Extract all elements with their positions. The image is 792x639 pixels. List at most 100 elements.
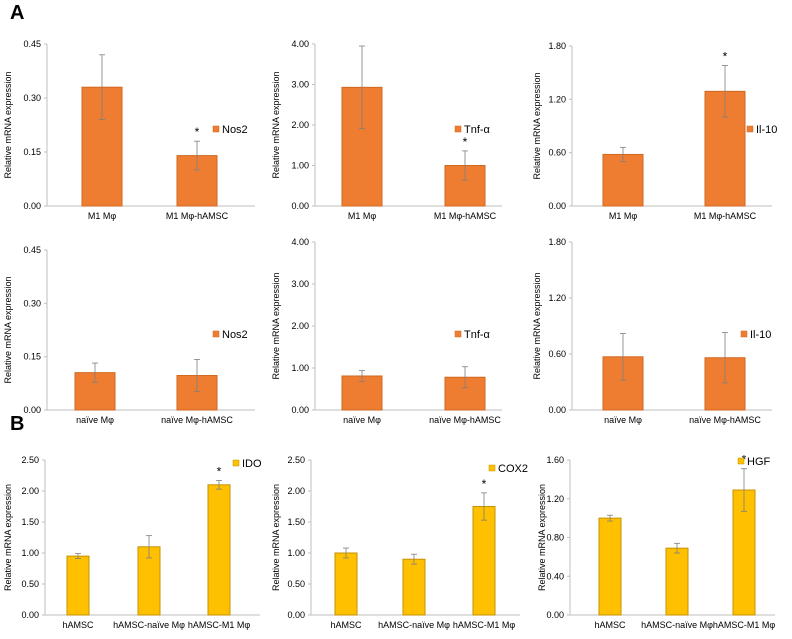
category-label: naïve Mφ-hAMSC [161,415,233,425]
y-tick-label: 0.45 [23,245,41,255]
y-tick-label: 0.00 [548,201,566,211]
category-label: M1 Mφ [609,211,638,221]
category-label: naïve Mφ [343,415,381,425]
legend-label: Nos2 [222,124,248,136]
y-tick-label: 0.15 [23,147,41,157]
category-label: hAMSC-naïve Mφ [113,620,185,630]
bar [602,153,644,207]
y-axis-title: Relative mRNA expression [3,71,13,178]
y-tick-label: 1.00 [287,548,305,558]
y-axis-title: Relative mRNA expression [532,72,542,179]
y-tick-label: 0.00 [291,201,309,211]
y-tick-label: 2.00 [291,120,309,130]
y-tick-label: 4.00 [291,39,309,49]
category-label: hAMSC [330,620,362,630]
category-label: naïve Mφ [76,415,114,425]
category-label: hAMSC [594,620,626,630]
category-label: naïve Mφ-hAMSC [689,415,761,425]
chart-9: 0.00 0.40 0.80 1.20 1.60 Relative mRNA expres… [537,453,775,630]
category-label: hAMSC-M1 Mφ [713,620,776,630]
y-tick-label: 0.30 [23,298,41,308]
category-label: hAMSC-naïve Mφ [378,620,450,630]
y-tick-label: 2.50 [287,455,305,465]
significance-star: * [217,464,222,478]
y-tick-label: 0.00 [21,610,39,620]
y-tick-label: 0.60 [548,349,566,359]
category-label: hAMSC-M1 Mφ [453,620,516,630]
bar [472,506,496,616]
bar [66,555,90,616]
chart-6: 0.00 0.60 1.20 1.80 Relative mRNA expression… [532,237,772,425]
y-axis-title: Relative mRNA expression [271,484,281,591]
chart-8: 0.00 0.50 1.00 1.50 2.00 2.50 Relative mRNA ex… [271,455,528,630]
y-tick-label: 2.50 [21,455,39,465]
bar [598,517,622,616]
y-tick-label: 0.50 [21,579,39,589]
significance-star: * [482,477,487,491]
y-tick-label: 1.50 [21,517,39,527]
category-label: M1 Mφ-hAMSC [694,211,757,221]
chart-7: 0.00 0.50 1.00 1.50 2.00 2.50 Relative mRNA ex… [3,455,262,630]
y-tick-label: 1.00 [291,161,309,171]
legend-label: Il-10 [750,329,771,341]
chart-2: 0.00 1.00 2.00 3.00 4.00 Relative mRNA expres… [271,39,502,221]
y-tick-label: 0.00 [287,610,305,620]
panel-label-a: A [10,2,25,24]
y-tick-label: 1.20 [546,494,564,504]
y-tick-label: 0.45 [23,39,41,49]
y-tick-label: 2.00 [291,321,309,331]
y-tick-label: 0.80 [546,533,564,543]
chart-4: 0.00 0.15 0.30 0.45 Relative mRNA expression… [3,245,255,425]
category-label: M1 Mφ-hAMSC [434,211,497,221]
y-tick-label: 1.20 [548,94,566,104]
y-tick-label: 1.50 [287,517,305,527]
legend-swatch [212,125,220,133]
legend-label: Tnf-α [464,124,491,136]
y-tick-label: 1.80 [548,237,566,247]
category-label: naïve Mφ-hAMSC [429,415,501,425]
y-axis-title: Relative mRNA expression [3,276,13,383]
y-tick-label: 1.80 [548,41,566,51]
legend-swatch [740,330,748,338]
bar [207,484,231,616]
y-tick-label: 1.00 [21,548,39,558]
legend-swatch [212,330,220,338]
y-tick-label: 0.60 [548,148,566,158]
panel-label-b: B [10,413,25,435]
y-tick-label: 1.00 [291,363,309,373]
significance-star: * [463,135,468,149]
y-tick-label: 0.15 [23,352,41,362]
legend-label: COX2 [498,463,528,475]
legend-swatch [746,125,754,133]
category-label: hAMSC-M1 Mφ [188,620,251,630]
legend-swatch [737,457,745,465]
bar [334,552,358,616]
y-tick-label: 0.00 [23,201,41,211]
significance-star: * [195,125,200,139]
category-label: M1 Mφ-hAMSC [166,211,229,221]
chart-3: 0.00 0.60 1.20 1.80 Relative mRNA expression… [532,41,777,221]
legend-label: HGF [747,456,771,468]
y-tick-label: 2.00 [287,486,305,496]
y-tick-label: 3.00 [291,80,309,90]
y-tick-label: 0.00 [291,405,309,415]
chart-1: 0.00 0.15 0.30 0.45 Relative mRNA expression… [3,39,255,221]
legend-label: Tnf-α [464,329,491,341]
legend-swatch [454,125,462,133]
y-tick-label: 4.00 [291,237,309,247]
bar [402,558,426,616]
y-tick-label: 0.00 [23,405,41,415]
y-tick-label: 0.00 [548,405,566,415]
y-tick-label: 0.00 [546,610,564,620]
category-label: M1 Mφ [348,211,377,221]
bar [81,86,123,207]
legend-swatch [232,459,240,467]
category-label: M1 Mφ [88,211,117,221]
y-axis-title: Relative mRNA expression [532,272,542,379]
legend-swatch [454,330,462,338]
y-tick-label: 3.00 [291,279,309,289]
legend-label: IDO [242,458,262,470]
chart-5: 0.00 1.00 2.00 3.00 4.00 Relative mRNA expres… [271,237,502,425]
significance-star: * [723,50,728,64]
